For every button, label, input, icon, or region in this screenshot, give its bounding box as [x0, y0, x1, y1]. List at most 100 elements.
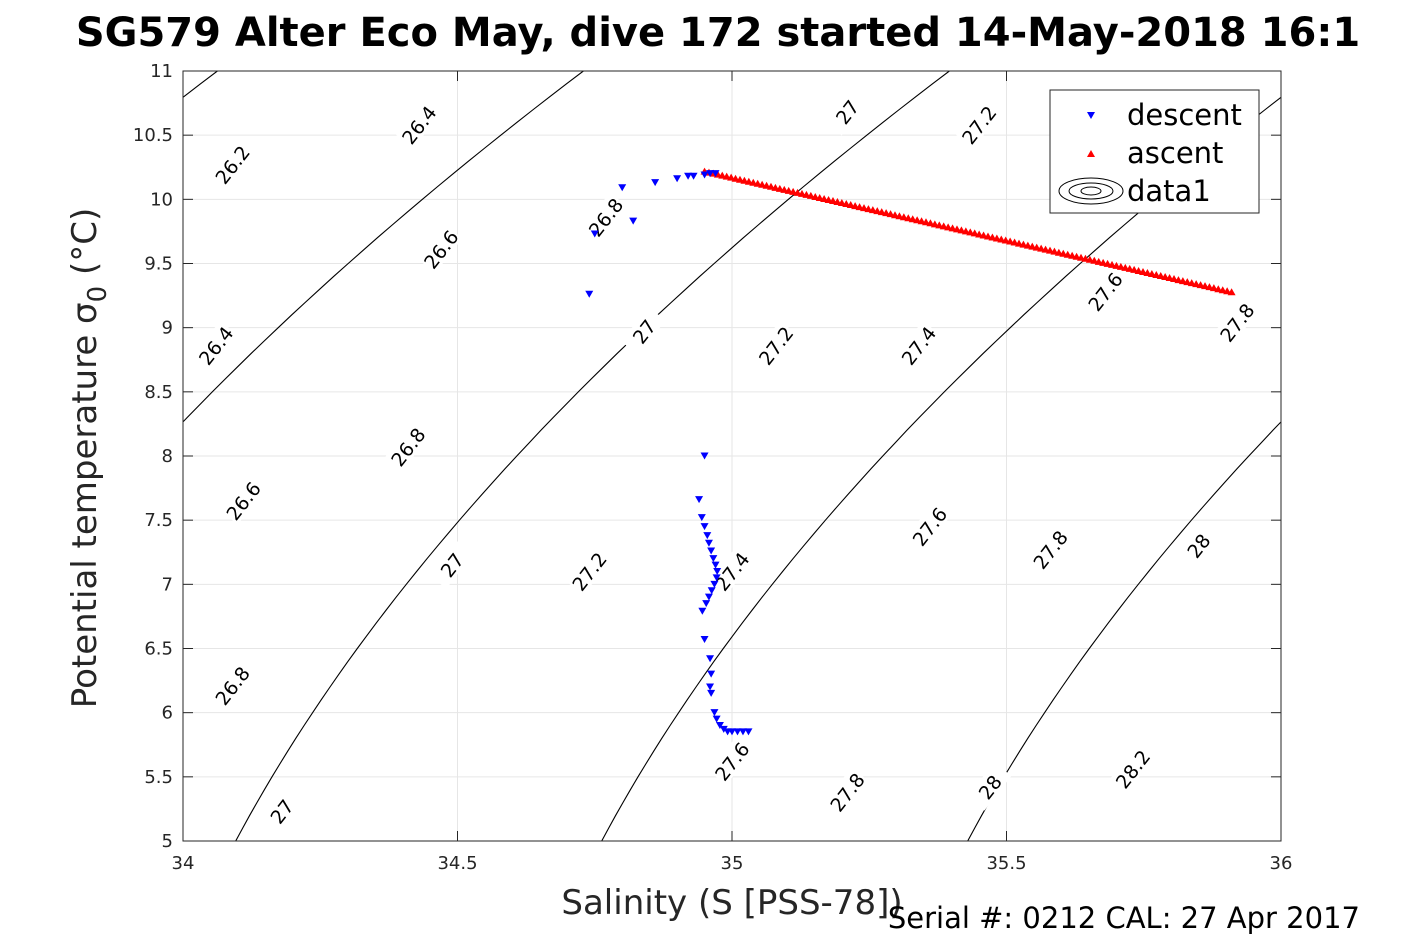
descent-point: [711, 170, 720, 178]
ascent-point: [1068, 251, 1077, 259]
ascent-point: [851, 202, 860, 210]
ascent-point: [802, 190, 811, 198]
descent-point: [733, 728, 742, 736]
descent-point: [715, 722, 724, 729]
contour-label-bg: [396, 100, 441, 149]
ascent-point: [1063, 250, 1072, 258]
ascent-point: [1028, 242, 1037, 250]
contour-label-bg: [967, 762, 1012, 811]
ascent-point: [1023, 241, 1032, 249]
contour-label-bg: [209, 660, 254, 710]
ascent-point: [975, 230, 984, 238]
ascent-point: [1041, 245, 1050, 253]
ascent-point: [1209, 284, 1218, 292]
y-tick-label: 9.5: [144, 254, 173, 275]
descent-point: [711, 561, 720, 569]
ascent-point: [966, 228, 975, 236]
legend-data1-label: data1: [1127, 174, 1211, 208]
ascent-point: [846, 201, 855, 209]
ascent-point: [930, 220, 939, 228]
ascent-point: [1108, 260, 1117, 268]
ascent-point: [1178, 277, 1187, 285]
ascent-point: [877, 208, 886, 216]
ascent-point: [944, 223, 953, 231]
ascent-point: [895, 212, 904, 220]
axis-ticks: 34 34.5 35 35.5 36 5 5.5 6 6.5 7 7.5 8 8.5 9 9.5 10 10.5…: [133, 61, 1293, 874]
ascent-point: [1077, 253, 1086, 261]
ascent-point: [749, 178, 758, 186]
ascent-point: [1147, 269, 1156, 277]
ascent-point: [1103, 259, 1112, 267]
descent-point: [719, 725, 728, 733]
descent-point: [744, 728, 753, 736]
ascent-point: [722, 172, 731, 180]
x-axis-label: Salinity (S [PSS-78]): [561, 883, 902, 923]
contour-label-bg: [824, 767, 869, 816]
ascent-point: [1094, 257, 1103, 265]
descent-point: [689, 172, 698, 180]
ascent-point: [744, 177, 753, 185]
ascent-point: [970, 229, 979, 237]
ascent-point: [735, 175, 744, 183]
ascent-point: [1112, 261, 1121, 269]
descent-point: [700, 452, 709, 460]
descent-point: [703, 532, 712, 540]
descent-point: [704, 539, 713, 547]
legend-contour-icon: [1058, 177, 1124, 205]
ascent-point: [859, 204, 868, 212]
contour-label-bg: [192, 320, 238, 370]
legend-descent-marker: [1087, 112, 1095, 119]
ascent-point: [992, 234, 1001, 242]
ascent-point: [1143, 268, 1152, 276]
ascent-point: [952, 225, 961, 233]
ascent-point: [1046, 246, 1055, 254]
legend-descent-label: descent: [1127, 98, 1242, 132]
ascent-point: [917, 217, 926, 225]
ascent-point: [1015, 239, 1024, 247]
contour-label-bg: [621, 306, 666, 356]
ascent-point: [1170, 275, 1179, 283]
ascent-point: [811, 192, 820, 200]
ascent-point: [771, 183, 780, 191]
ascent-point: [1019, 240, 1028, 248]
ascent-point: [753, 179, 762, 187]
legend-ascent-label: ascent: [1127, 136, 1223, 170]
y-axis-label-unit: (°C): [65, 208, 105, 286]
ascent-point: [1187, 279, 1196, 287]
isopycnal-line: [235, 71, 951, 841]
ascent-point: [886, 210, 895, 218]
descent-point: [712, 574, 721, 582]
contour-label-bg: [429, 540, 474, 589]
ascent-point: [758, 180, 767, 188]
contour-label-bg: [258, 786, 304, 835]
ascent-point: [1001, 236, 1010, 244]
serial-calibration-note: Serial #: 0212 CAL: 27 Apr 2017: [888, 901, 1360, 935]
descent-point: [651, 179, 660, 187]
descent-point: [695, 496, 704, 504]
contour-label-bg: [708, 546, 754, 595]
y-tick-label: 7.5: [144, 510, 173, 531]
ascent-point: [1161, 273, 1170, 281]
descent-point: [704, 593, 713, 601]
contour-label-bg: [582, 192, 628, 241]
ascent-point: [908, 215, 917, 223]
ascent-point: [1116, 262, 1125, 270]
legend: descent ascent data1: [1049, 89, 1260, 214]
ascent-point: [780, 185, 789, 193]
ascent-series: [700, 167, 1236, 296]
ascent-point: [789, 187, 798, 195]
ascent-point: [1183, 278, 1192, 286]
ascent-point: [935, 221, 944, 229]
descent-point: [585, 290, 594, 298]
ascent-point: [1227, 288, 1236, 296]
ascent-point: [926, 219, 935, 227]
y-tick-label: 11: [150, 61, 173, 82]
ascent-point: [1134, 266, 1143, 274]
ascent-point: [921, 218, 930, 226]
ascent-point: [718, 171, 727, 179]
contour-label-bg: [824, 87, 869, 136]
ascent-point: [1059, 249, 1068, 257]
contour-label-bg: [418, 224, 463, 273]
isopycnal-line: [183, 71, 585, 423]
